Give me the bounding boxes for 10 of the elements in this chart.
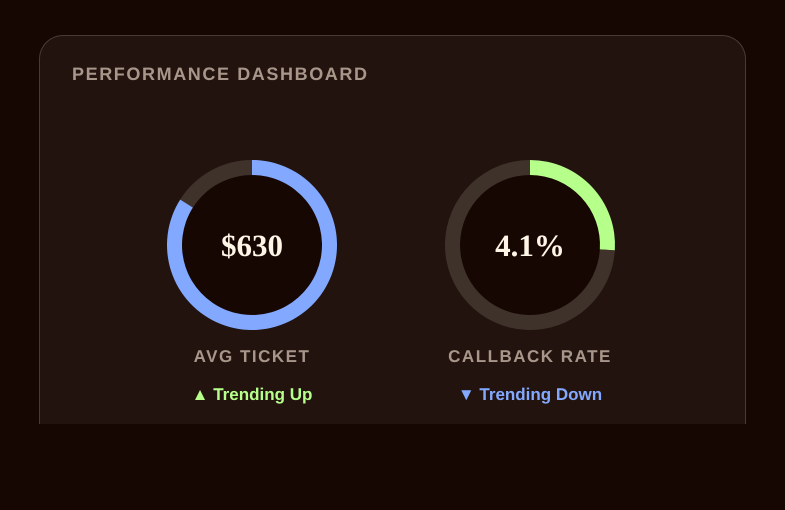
donut-slice [180, 160, 252, 208]
text: PERFORMANCE DASHBOARD [72, 64, 369, 84]
donut-slice [167, 160, 337, 330]
text: AVG TICKET [194, 347, 310, 366]
text: ▲ Trending Up [192, 385, 312, 404]
text: $630 [221, 228, 283, 263]
text: ▼ Trending Down [458, 385, 602, 404]
text: 4.1% [495, 228, 565, 263]
donut-slice [445, 160, 615, 330]
text: CALLBACK RATE [448, 347, 612, 366]
